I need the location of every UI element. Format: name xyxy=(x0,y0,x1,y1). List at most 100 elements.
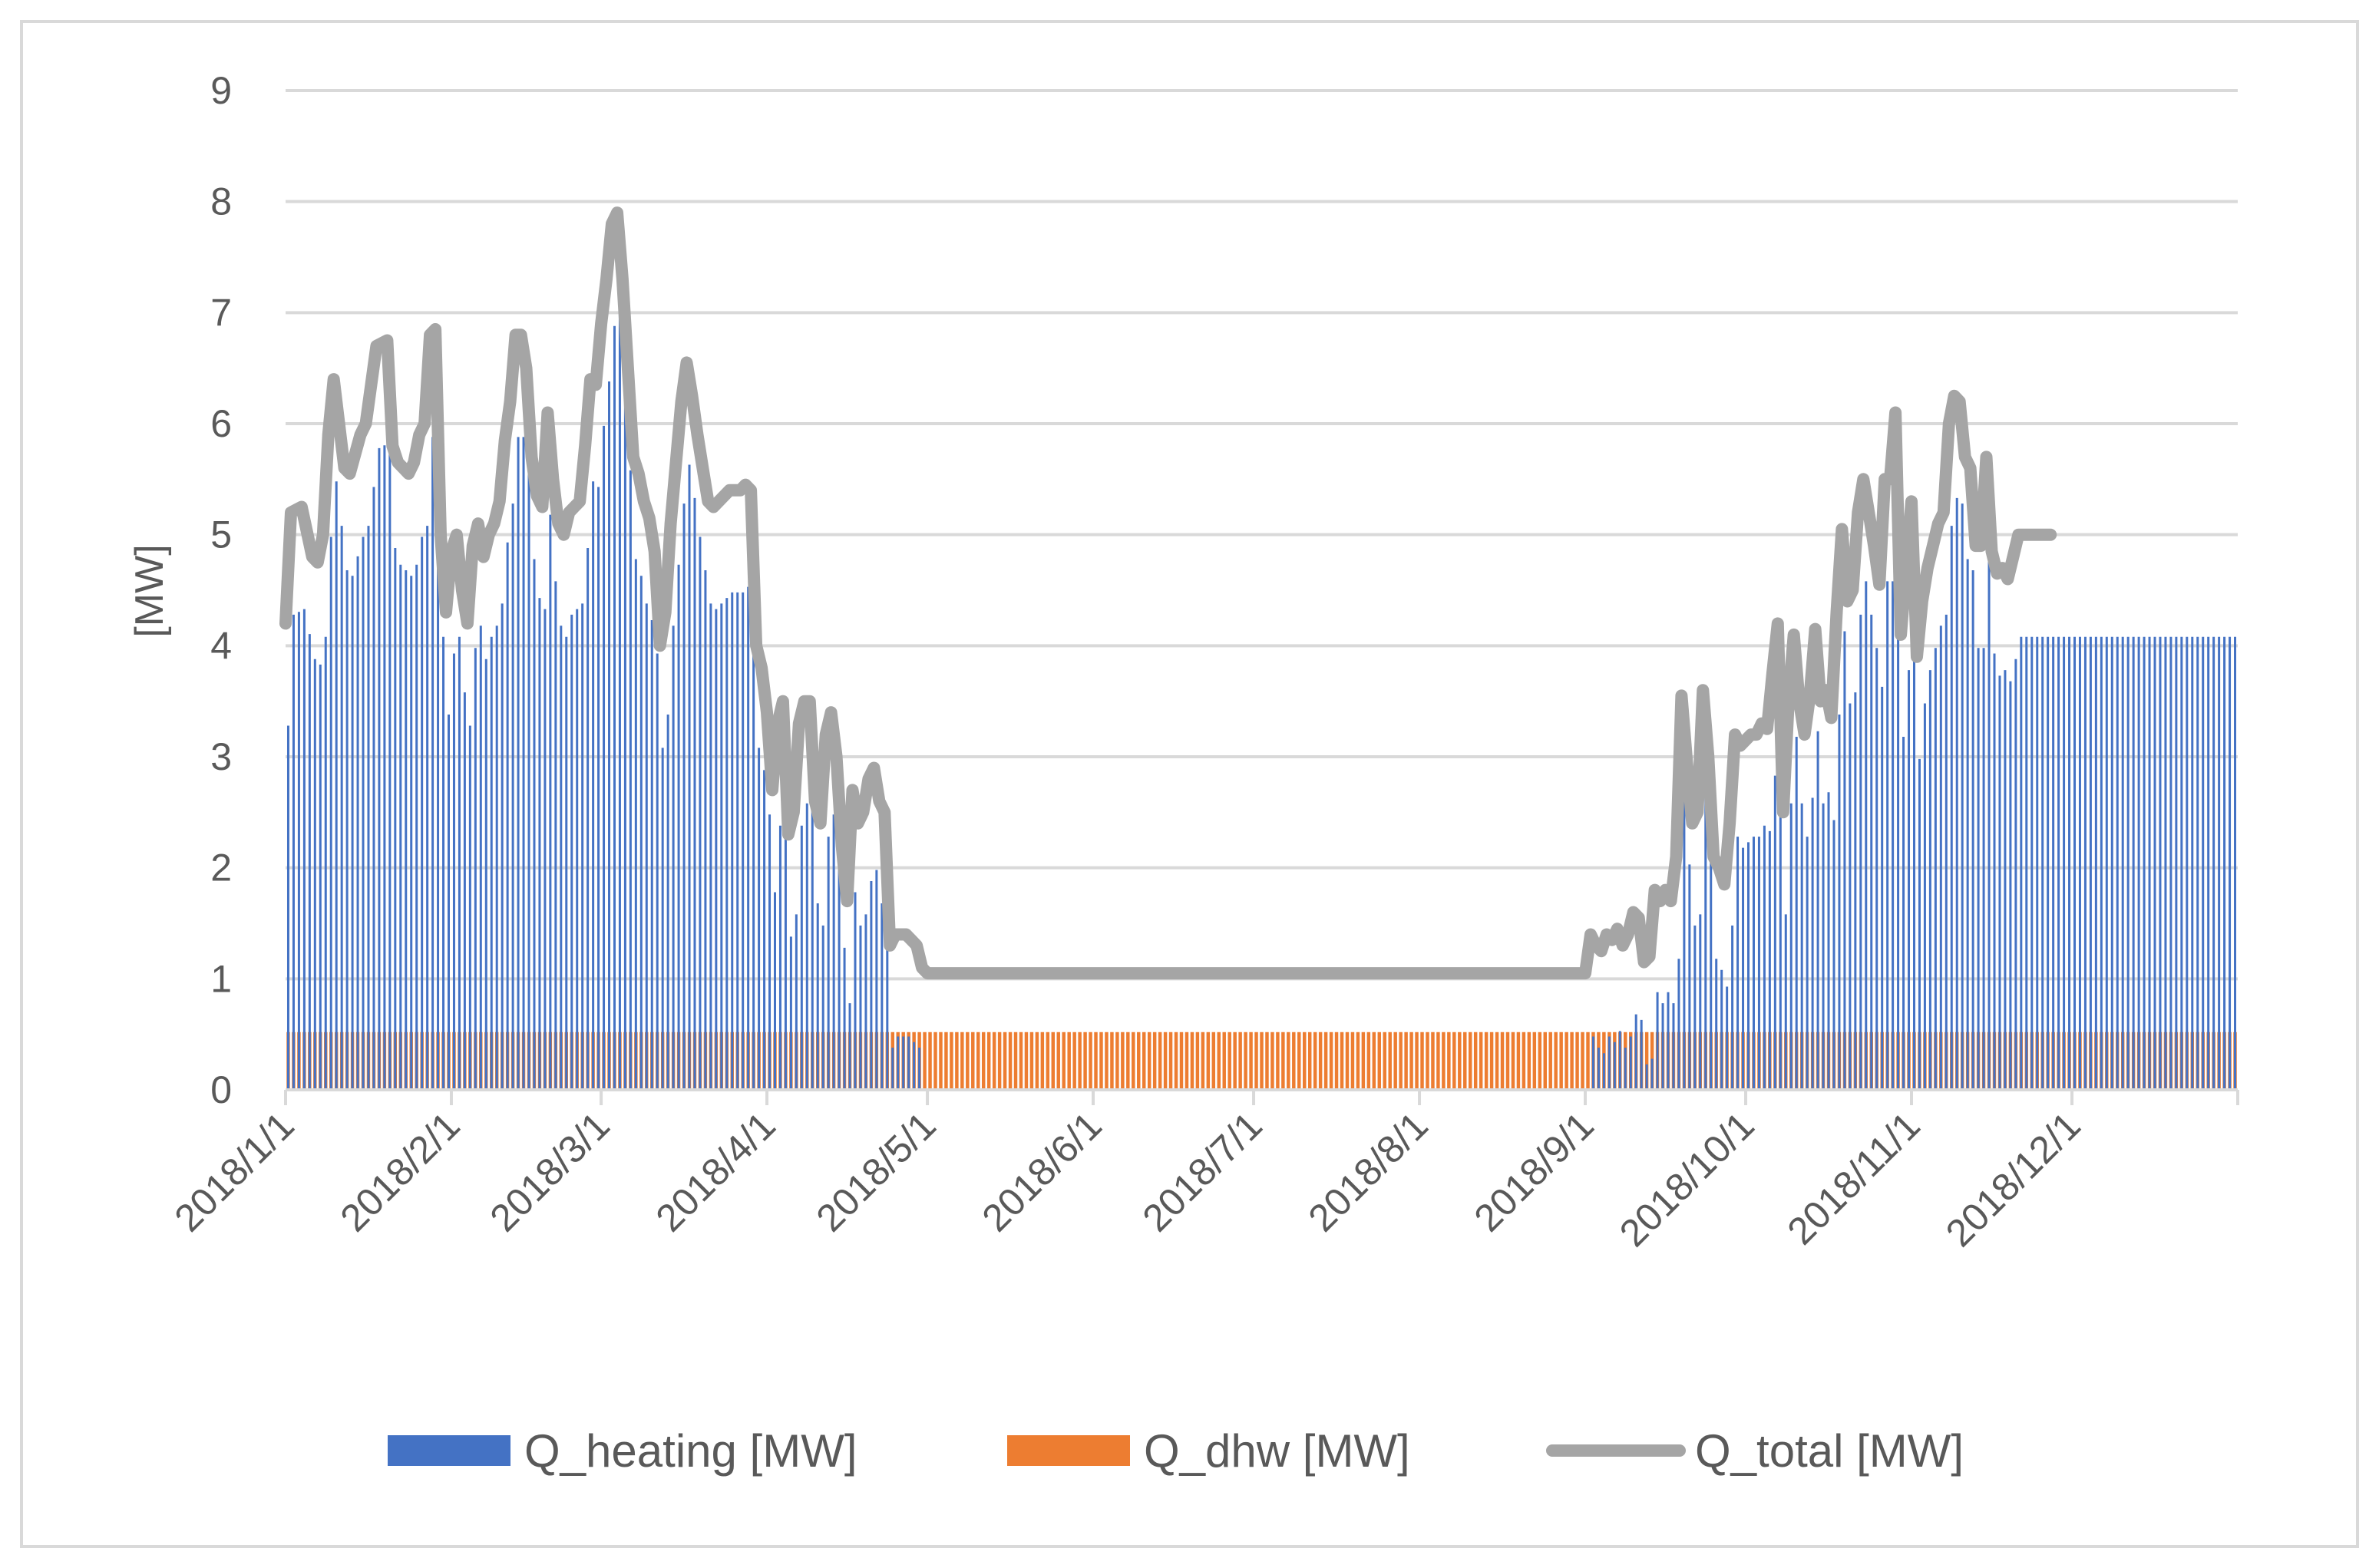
dhw-bar xyxy=(986,1032,991,1090)
total-line-path xyxy=(279,206,2057,980)
dhw-bar xyxy=(1313,1032,1317,1090)
dhw-bar xyxy=(1350,1032,1355,1090)
dhw-bar xyxy=(1323,1032,1328,1090)
dhw-bar xyxy=(1303,1032,1307,1090)
y-axis-title: [MW] xyxy=(127,544,172,637)
dhw-bar xyxy=(1442,1032,1446,1090)
dhw-bar xyxy=(1329,1032,1333,1090)
dhw-bar xyxy=(1559,1032,1563,1090)
y-tick-label: 5 xyxy=(210,513,232,556)
y-tick-label: 3 xyxy=(210,735,232,778)
dhw-bar xyxy=(1334,1032,1339,1090)
heating-bars xyxy=(286,315,2237,1090)
dhw-bar xyxy=(933,1032,937,1090)
dhw-bar xyxy=(1019,1032,1023,1090)
dhw-bar xyxy=(1121,1032,1125,1090)
dhw-bar xyxy=(1484,1032,1489,1090)
dhw-bar xyxy=(960,1032,964,1090)
x-tick-label: 2018/1/1 xyxy=(167,1104,302,1240)
dhw-bar xyxy=(1062,1032,1066,1090)
dhw-bar xyxy=(966,1032,970,1090)
dhw-bar xyxy=(1168,1032,1173,1090)
dhw-bar xyxy=(1206,1032,1211,1090)
dhw-bar xyxy=(1110,1032,1114,1090)
dhw-bar xyxy=(1185,1032,1189,1090)
dhw-bar xyxy=(1094,1032,1098,1090)
dhw-bar xyxy=(976,1032,980,1090)
dhw-bar xyxy=(1035,1032,1039,1090)
dhw-bar xyxy=(1260,1032,1264,1090)
dhw-bar xyxy=(1201,1032,1205,1090)
dhw-bar xyxy=(1222,1032,1226,1090)
dhw-bar xyxy=(1051,1032,1056,1090)
x-tick-label: 2018/9/1 xyxy=(1466,1104,1602,1240)
dhw-bar xyxy=(992,1032,996,1090)
legend-swatch xyxy=(1007,1435,1130,1466)
dhw-bar xyxy=(1072,1032,1076,1090)
dhw-bar xyxy=(1292,1032,1296,1090)
dhw-bar xyxy=(1345,1032,1350,1090)
dhw-bar xyxy=(1217,1032,1221,1090)
dhw-bar xyxy=(1495,1032,1499,1090)
dhw-bar xyxy=(1190,1032,1194,1090)
dhw-bar xyxy=(928,1032,932,1090)
dhw-bar xyxy=(1276,1032,1280,1090)
x-tick-label: 2018/6/1 xyxy=(974,1104,1110,1240)
dhw-bar xyxy=(1179,1032,1184,1090)
dhw-bar xyxy=(1372,1032,1376,1090)
dhw-bar xyxy=(1393,1032,1397,1090)
dhw-bar xyxy=(1388,1032,1392,1090)
y-tick-label: 8 xyxy=(210,180,232,223)
y-tick-label: 4 xyxy=(210,624,232,667)
dhw-bar xyxy=(1570,1032,1574,1090)
x-tick-label: 2018/5/1 xyxy=(808,1104,944,1240)
dhw-bar xyxy=(1356,1032,1360,1090)
dhw-bar xyxy=(1404,1032,1408,1090)
dhw-bar xyxy=(1029,1032,1034,1090)
dhw-bar xyxy=(1249,1032,1253,1090)
dhw-bar xyxy=(1522,1032,1526,1090)
dhw-bar xyxy=(997,1032,1002,1090)
dhw-bar xyxy=(1575,1032,1579,1090)
dhw-bar xyxy=(1447,1032,1451,1090)
dhw-bar xyxy=(1174,1032,1178,1090)
dhw-bar xyxy=(1307,1032,1312,1090)
dhw-bar xyxy=(1105,1032,1109,1090)
dhw-bar xyxy=(1142,1032,1146,1090)
dhw-bar xyxy=(1644,1032,1649,1090)
dhw-bar xyxy=(1147,1032,1152,1090)
x-tick-label: 2018/4/1 xyxy=(648,1104,784,1240)
x-tick-label: 2018/11/1 xyxy=(1779,1104,1928,1253)
dhw-bar xyxy=(1377,1032,1382,1090)
y-tick-label: 2 xyxy=(210,847,232,890)
dhw-bar xyxy=(1099,1032,1103,1090)
x-tick-label: 2018/2/1 xyxy=(332,1104,468,1240)
dhw-bar xyxy=(1409,1032,1413,1090)
dhw-bar xyxy=(950,1032,953,1090)
dhw-bar xyxy=(1415,1032,1419,1090)
dhw-bar xyxy=(1340,1032,1344,1090)
legend: Q_heating [MW] Q_dhw [MW] Q_total [MW] xyxy=(388,1425,1964,1477)
dhw-bar xyxy=(1126,1032,1130,1090)
dhw-bar xyxy=(1516,1032,1521,1090)
x-tick-label: 2018/8/1 xyxy=(1300,1104,1436,1240)
dhw-bar xyxy=(955,1032,959,1090)
dhw-bar xyxy=(1024,1032,1029,1090)
grid xyxy=(286,89,2238,981)
dhw-bar xyxy=(923,1032,927,1090)
legend-label: Q_total [MW] xyxy=(1695,1425,1964,1477)
dhw-bar xyxy=(1527,1032,1531,1090)
dhw-bar xyxy=(1565,1032,1568,1090)
x-tick-label: 2018/3/1 xyxy=(482,1104,618,1240)
dhw-bar xyxy=(1431,1032,1435,1090)
dhw-bar xyxy=(1586,1032,1590,1090)
total-line xyxy=(279,206,2057,980)
dhw-bar xyxy=(1046,1032,1050,1090)
dhw-bar xyxy=(1581,1032,1584,1090)
dhw-bar xyxy=(1238,1032,1242,1090)
dhw-bar xyxy=(1163,1032,1168,1090)
dhw-bar xyxy=(1511,1032,1515,1090)
dhw-bar xyxy=(1452,1032,1456,1090)
dhw-bar xyxy=(1137,1032,1141,1090)
